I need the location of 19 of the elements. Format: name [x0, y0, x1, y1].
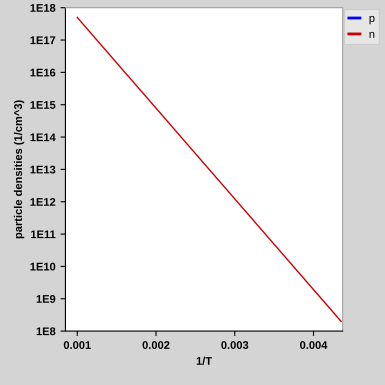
- y-tick-label: 1E9: [36, 295, 56, 303]
- y-tick-label: 1E12: [30, 198, 56, 206]
- y-tick-label: 1E13: [30, 166, 56, 174]
- x-tick-label: 0.001: [64, 341, 91, 349]
- y-tick-label: 1E17: [30, 36, 56, 44]
- y-axis-title: particle densities (1/cm^3): [14, 100, 24, 238]
- x-tick-label: 0.004: [300, 341, 328, 349]
- y-tick-label: 1E16: [30, 68, 56, 77]
- legend-label: p: [370, 16, 375, 24]
- y-tick-label: 1E11: [31, 230, 56, 238]
- y-tick-label: 1E8: [36, 327, 56, 336]
- y-tick-label: 1E14: [30, 133, 56, 142]
- y-tick-label: 1E10: [30, 262, 56, 271]
- y-tick-label: 1E15: [30, 101, 56, 109]
- x-tick-label: 0.003: [221, 341, 248, 349]
- y-tick-label: 1E18: [30, 4, 56, 12]
- legend-label: n: [370, 32, 374, 38]
- x-tick-label: 0.002: [142, 341, 170, 349]
- x-axis-title: 1/T: [196, 356, 212, 366]
